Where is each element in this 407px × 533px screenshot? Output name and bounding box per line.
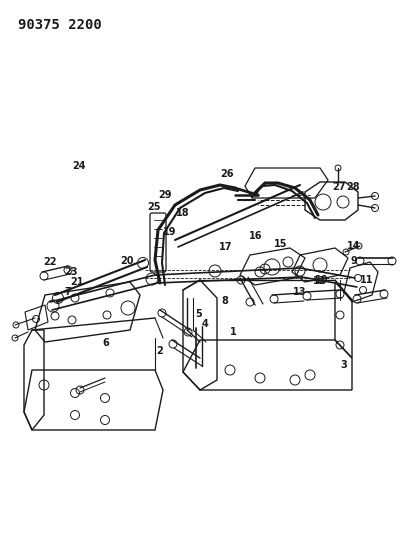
Text: 19: 19 xyxy=(163,227,176,237)
Text: 28: 28 xyxy=(346,182,360,192)
Text: 20: 20 xyxy=(120,256,133,266)
Text: 12: 12 xyxy=(313,277,327,286)
Text: 22: 22 xyxy=(44,257,57,267)
Text: 16: 16 xyxy=(249,231,263,241)
Text: 29: 29 xyxy=(159,190,172,199)
Text: 5: 5 xyxy=(195,310,202,319)
Text: 11: 11 xyxy=(359,275,373,285)
Text: 8: 8 xyxy=(222,296,229,306)
Text: 26: 26 xyxy=(220,169,234,180)
Text: 27: 27 xyxy=(332,182,346,192)
Text: 21: 21 xyxy=(70,277,83,287)
Text: 4: 4 xyxy=(201,319,208,328)
Text: 13: 13 xyxy=(293,287,306,297)
Text: 7: 7 xyxy=(64,287,71,297)
Text: 2: 2 xyxy=(157,346,164,356)
Text: 17: 17 xyxy=(219,242,232,252)
Text: 24: 24 xyxy=(72,161,86,171)
Text: 90375 2200: 90375 2200 xyxy=(18,18,102,32)
Text: 3: 3 xyxy=(341,360,347,370)
Text: 25: 25 xyxy=(148,202,161,212)
Text: 23: 23 xyxy=(64,267,78,277)
Text: 18: 18 xyxy=(176,208,189,218)
Text: 1: 1 xyxy=(230,327,237,336)
Text: 10: 10 xyxy=(315,275,328,285)
Text: 9: 9 xyxy=(351,256,358,266)
Text: 6: 6 xyxy=(102,338,109,348)
Text: 15: 15 xyxy=(274,239,287,249)
Text: 14: 14 xyxy=(347,241,360,251)
